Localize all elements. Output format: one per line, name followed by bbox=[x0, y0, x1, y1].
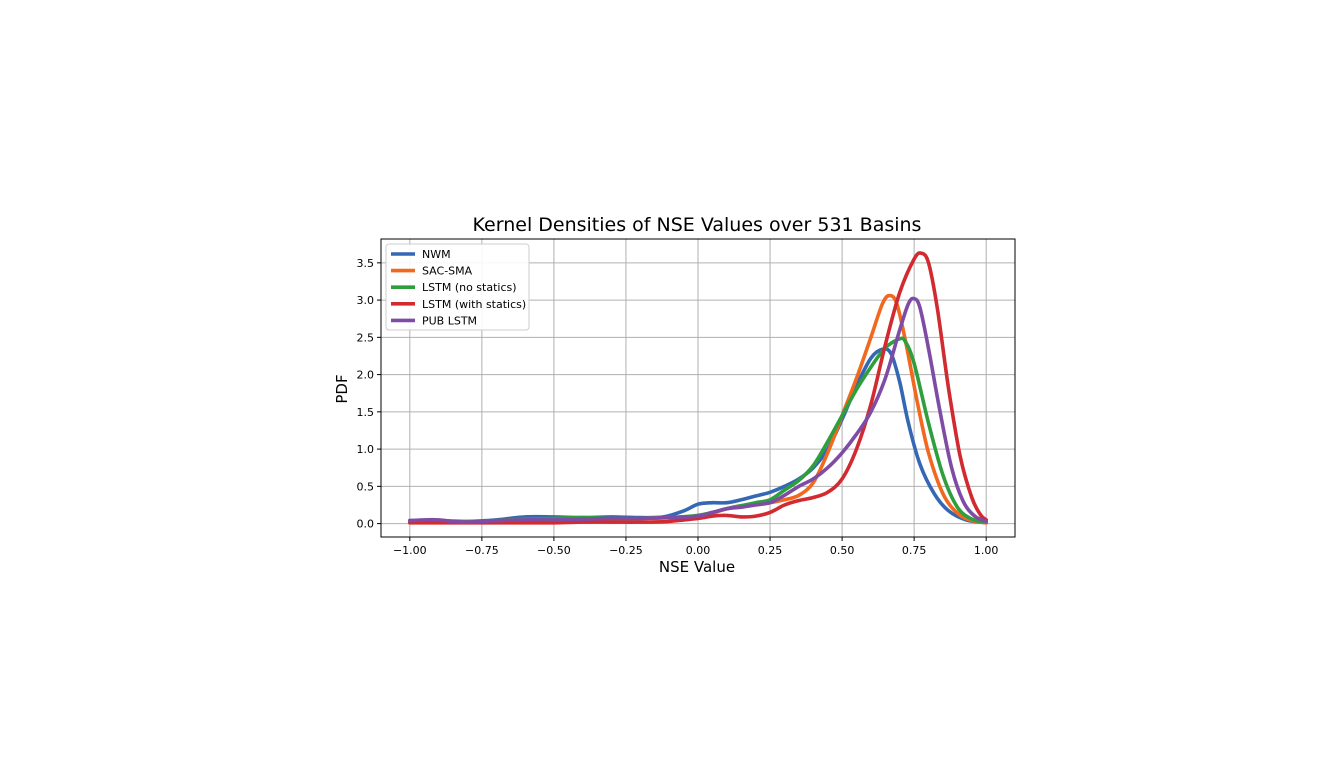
chart-title: Kernel Densities of NSE Values over 531 … bbox=[473, 214, 922, 236]
legend-box bbox=[385, 243, 530, 331]
y-tick-label: 1.0 bbox=[357, 443, 375, 456]
legend: NWM SAC-SMA LSTM (no statics) LSTM (with st… bbox=[385, 243, 530, 331]
series-line-lstm-with-statics bbox=[408, 251, 988, 525]
legend-label-sac-sma: SAC-SMA bbox=[422, 265, 473, 278]
y-tick-label: 3.5 bbox=[357, 257, 375, 270]
x-tick-label: 0.75 bbox=[902, 544, 927, 557]
grid bbox=[381, 239, 1015, 537]
x-tick-label: −0.75 bbox=[465, 544, 499, 557]
y-tick-label: 1.5 bbox=[357, 406, 375, 419]
series-line-pub-lstm bbox=[408, 296, 988, 524]
series-lines bbox=[408, 251, 988, 525]
x-tick-label: 0.25 bbox=[758, 544, 783, 557]
plot-frame bbox=[380, 238, 1016, 538]
x-tick-label: 1.00 bbox=[974, 544, 999, 557]
legend-label-nwm: NWM bbox=[422, 248, 451, 261]
y-tick-label: 0.0 bbox=[357, 518, 375, 531]
legend-label-pub-lstm: PUB LSTM bbox=[422, 314, 477, 327]
y-axis-label: PDF bbox=[333, 374, 351, 403]
x-tick-label: 0.00 bbox=[686, 544, 711, 557]
y-tick-label: 2.5 bbox=[357, 331, 375, 344]
legend-label-lstm-no-statics: LSTM (no statics) bbox=[422, 281, 517, 294]
y-tick-label: 2.0 bbox=[357, 369, 375, 382]
axis-ticks: −1.00 −0.75 −0.50 −0.25 0.00 0.25 0.50 0.75 1.00… bbox=[357, 257, 999, 557]
x-tick-label: −1.00 bbox=[393, 544, 427, 557]
y-tick-label: 0.5 bbox=[357, 480, 375, 493]
x-tick-label: −0.25 bbox=[609, 544, 643, 557]
x-tick-label: −0.50 bbox=[537, 544, 571, 557]
x-axis-label: NSE Value bbox=[659, 558, 735, 576]
y-tick-label: 3.0 bbox=[357, 294, 375, 307]
legend-label-lstm-with-statics: LSTM (with statics) bbox=[422, 298, 526, 311]
x-tick-label: 0.50 bbox=[830, 544, 855, 557]
